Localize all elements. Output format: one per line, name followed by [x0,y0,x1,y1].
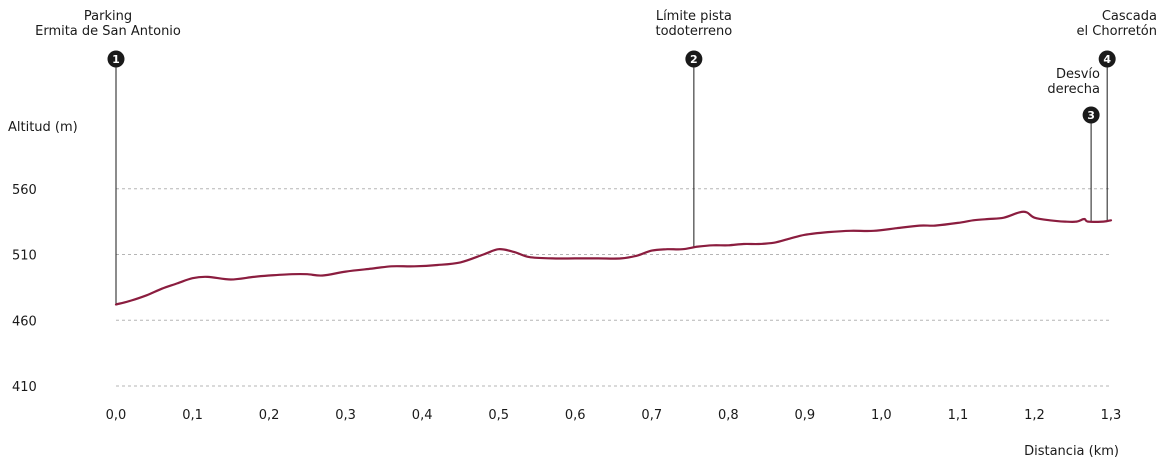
y-axis-label: Altitud (m) [8,120,78,135]
waypoint-label: Parking [84,9,132,24]
waypoint-marker [685,50,703,68]
waypoint-label: el Chorretón [1077,24,1157,39]
grid-lines [116,188,1111,387]
waypoint-label: derecha [1047,82,1100,97]
waypoint-label: Desvío [1056,67,1100,82]
x-tick-label: 0,7 [641,408,662,423]
y-tick-label: 410 [12,380,37,395]
waypoint-marker [1082,106,1100,124]
y-tick-label: 510 [12,249,37,264]
waypoint-number: 2 [690,53,698,66]
x-tick-label: 0,1 [182,408,203,423]
x-tick-label: 0,0 [106,408,127,423]
x-tick-label: 0,3 [335,408,356,423]
waypoint-marker [107,50,125,68]
x-tick-label: 0,2 [259,408,280,423]
y-axis-ticks: 410 460 510 560 [12,183,37,395]
x-tick-label: 0,6 [565,408,586,423]
x-tick-label: 0,9 [795,408,816,423]
waypoint-label: Ermita de San Antonio [35,24,181,39]
waypoint-label: todoterreno [656,24,733,39]
x-axis-label: Distancia (km) [1024,444,1119,459]
x-tick-label: 1,2 [1024,408,1045,423]
y-tick-label: 560 [12,183,37,198]
waypoint-number: 1 [112,53,120,66]
waypoint-label: Cascada [1102,9,1157,24]
waypoint-marker [1098,50,1116,68]
y-tick-label: 460 [12,314,37,329]
x-tick-label: 1,3 [1101,408,1122,423]
x-tick-label: 0,8 [718,408,739,423]
x-tick-label: 1,0 [871,408,892,423]
x-tick-label: 0,4 [412,408,433,423]
x-tick-label: 1,1 [948,408,969,423]
waypoint-number: 3 [1087,109,1095,122]
x-tick-label: 0,5 [488,408,509,423]
x-axis-ticks: 0,0 0,1 0,2 0,3 0,4 0,5 0,6 0,7 0,8 0,9 1,0 1,1 1,2 1… [106,408,1122,423]
waypoint-label: Límite pista [656,9,732,24]
waypoint-number: 4 [1103,53,1111,66]
elevation-profile-line [114,210,1113,306]
